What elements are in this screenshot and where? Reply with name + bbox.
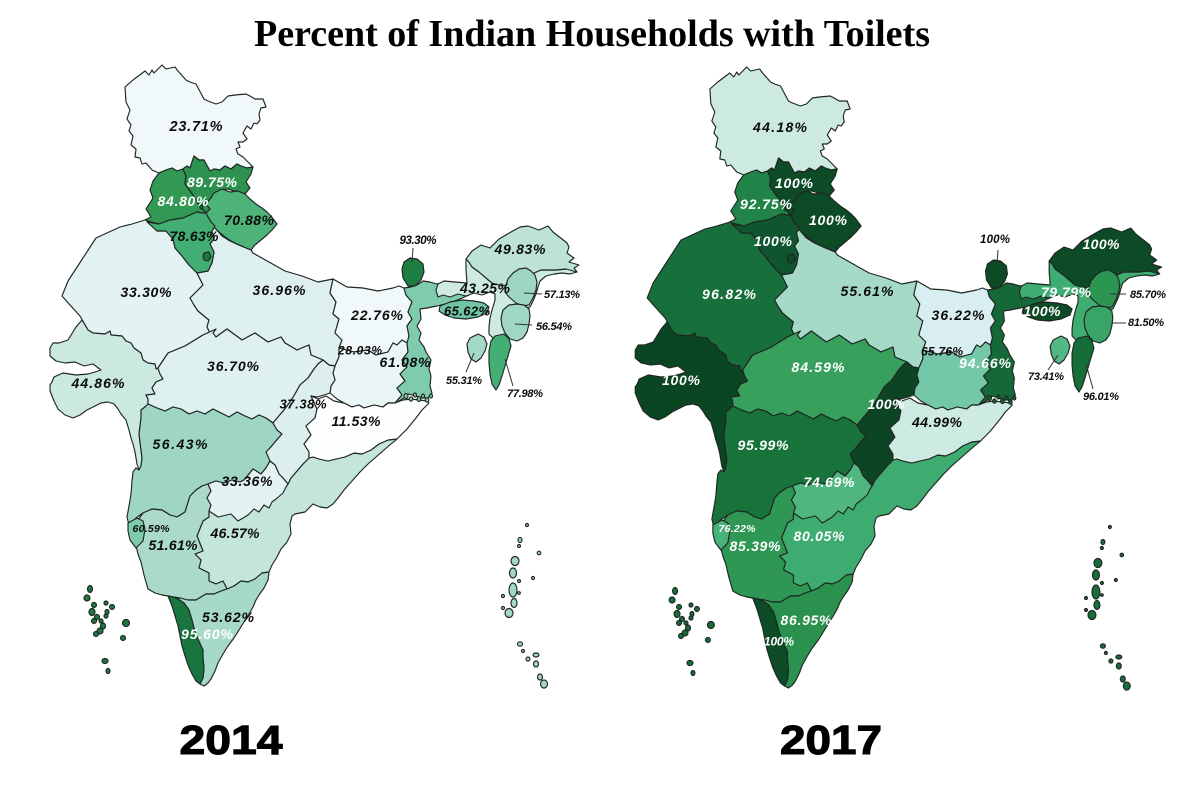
svg-text:55.31%: 55.31% <box>446 375 482 387</box>
svg-text:44.86%: 44.86% <box>71 375 126 391</box>
svg-text:84.80%: 84.80% <box>158 193 210 209</box>
svg-text:55.61%: 55.61% <box>841 283 895 299</box>
svg-text:89.75%: 89.75% <box>187 174 238 190</box>
svg-text:100%: 100% <box>868 396 906 412</box>
svg-text:22.76%: 22.76% <box>350 307 404 323</box>
svg-text:57.13%: 57.13% <box>544 289 580 301</box>
svg-text:2014: 2014 <box>180 717 283 763</box>
svg-text:100%: 100% <box>775 175 814 191</box>
svg-text:100%: 100% <box>764 634 794 648</box>
svg-text:36.70%: 36.70% <box>207 358 260 374</box>
svg-text:33.36%: 33.36% <box>222 473 274 489</box>
svg-text:46.57%: 46.57% <box>210 525 261 541</box>
svg-text:77.98%: 77.98% <box>507 388 543 400</box>
svg-text:56.43%: 56.43% <box>153 436 209 452</box>
svg-text:76.22%: 76.22% <box>719 523 757 535</box>
svg-text:70.88%: 70.88% <box>224 212 275 228</box>
svg-text:53.62%: 53.62% <box>202 609 255 625</box>
svg-text:11.53%: 11.53% <box>332 413 382 429</box>
svg-text:95.60%: 95.60% <box>181 626 234 642</box>
svg-text:60.59%: 60.59% <box>133 523 171 535</box>
svg-text:85.70%: 85.70% <box>1130 289 1166 301</box>
svg-text:92.75%: 92.75% <box>740 196 793 212</box>
svg-text:80.05%: 80.05% <box>794 528 846 544</box>
svg-text:81.50%: 81.50% <box>1128 317 1164 329</box>
svg-text:73.41%: 73.41% <box>1028 371 1064 383</box>
svg-text:84.59%: 84.59% <box>792 359 846 375</box>
svg-text:78.63%: 78.63% <box>170 228 220 244</box>
svg-text:37.38%: 37.38% <box>280 397 327 412</box>
svg-text:74.69%: 74.69% <box>804 474 856 490</box>
svg-text:96.01%: 96.01% <box>1083 391 1119 403</box>
svg-text:100%: 100% <box>1083 236 1121 252</box>
svg-text:79.79%: 79.79% <box>1041 284 1092 300</box>
svg-text:36.22%: 36.22% <box>932 307 986 323</box>
svg-text:100%: 100% <box>809 212 848 228</box>
svg-text:100%: 100% <box>1024 303 1062 319</box>
svg-text:100%: 100% <box>662 372 701 388</box>
svg-text:33.30%: 33.30% <box>121 284 173 300</box>
svg-text:65.62%: 65.62% <box>444 304 490 319</box>
svg-text:95.99%: 95.99% <box>738 437 790 453</box>
svg-text:94.66%: 94.66% <box>959 355 1012 371</box>
svg-text:96.82%: 96.82% <box>702 286 757 302</box>
svg-text:93.30%: 93.30% <box>400 235 437 247</box>
svg-text:86.95%: 86.95% <box>781 612 833 628</box>
svg-text:65.76%: 65.76% <box>921 344 963 358</box>
svg-text:100%: 100% <box>980 234 1010 246</box>
svg-text:51.61%: 51.61% <box>149 537 199 553</box>
svg-text:2017: 2017 <box>780 717 882 763</box>
svg-text:49.83%: 49.83% <box>494 241 547 257</box>
svg-text:44.18%: 44.18% <box>752 119 808 135</box>
svg-text:100%: 100% <box>754 233 793 249</box>
svg-text:56.54%: 56.54% <box>536 321 572 333</box>
svg-text:28.03%: 28.03% <box>337 343 382 357</box>
svg-text:23.71%: 23.71% <box>169 119 223 135</box>
svg-text:Percent of Indian Households w: Percent of Indian Households with Toilet… <box>254 13 930 55</box>
svg-text:85.39%: 85.39% <box>730 538 782 554</box>
svg-text:61.08%: 61.08% <box>380 354 432 370</box>
svg-text:36.96%: 36.96% <box>253 282 307 298</box>
svg-text:44.99%: 44.99% <box>911 414 963 430</box>
svg-text:43.25%: 43.25% <box>459 280 511 296</box>
